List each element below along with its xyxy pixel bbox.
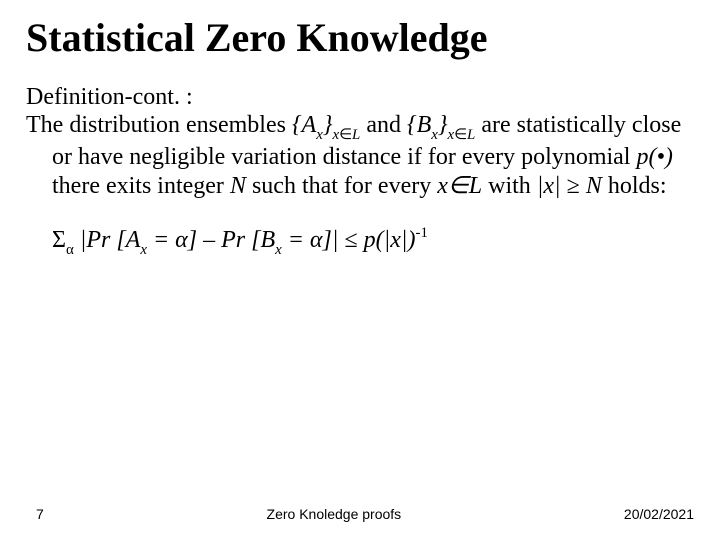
n-again: N xyxy=(586,173,602,199)
ensemble-a-idx-L: L xyxy=(352,127,360,143)
integer-n: N xyxy=(230,173,246,199)
definition-paragraph: The distribution ensembles {Ax}x∈L and {… xyxy=(26,111,694,200)
ensemble-a-open: {A xyxy=(292,112,316,138)
pr-a-eq-alpha: = α] xyxy=(147,227,197,253)
sigma-sub-alpha: α xyxy=(66,242,74,258)
para-rest2: there exits integer xyxy=(52,173,230,199)
formula: Σα |Pr [Ax = α] – Pr [Bx = α]| ≤ p(|x|)-… xyxy=(26,226,694,258)
footer-date: 20/02/2021 xyxy=(624,506,694,522)
footer-center-title: Zero Knoledge proofs xyxy=(267,506,402,522)
ensemble-b-sub-x: x xyxy=(431,127,438,143)
para-rest3: such that for every xyxy=(246,173,437,199)
leq-sign: ≤ xyxy=(338,227,363,253)
poly-p: p(•) xyxy=(636,144,672,170)
ensemble-a-sub-x: x xyxy=(316,127,323,143)
minus-sign: – xyxy=(197,227,221,253)
ensemble-a-idx-in: ∈ xyxy=(339,127,352,143)
geq-sign: ≥ xyxy=(561,173,586,199)
ensemble-b-open: {B xyxy=(407,112,431,138)
abs-x: |x| xyxy=(537,173,561,199)
slide-title: Statistical Zero Knowledge xyxy=(26,18,694,59)
pr-b-sub-x: x xyxy=(275,242,282,258)
ensemble-b-idx-in: ∈ xyxy=(454,127,467,143)
pr-a-sub-x: x xyxy=(140,242,147,258)
p-of-absx: p(|x|) xyxy=(364,227,416,253)
pr-a-open: |Pr [A xyxy=(74,227,141,253)
ensemble-b-idx-L: L xyxy=(467,127,475,143)
ensemble-a-close: } xyxy=(323,112,333,138)
para-lead: The distribution ensembles xyxy=(26,112,292,138)
slide: Statistical Zero Knowledge Definition-co… xyxy=(0,0,720,540)
and-word: and xyxy=(360,112,407,138)
x-in-l: x∈L xyxy=(437,173,482,199)
slide-footer: 7 Zero Knoledge proofs 20/02/2021 xyxy=(0,506,720,522)
exp-neg1: -1 xyxy=(415,225,427,241)
sigma-icon: Σ xyxy=(52,227,66,253)
ensemble-b-close: } xyxy=(438,112,448,138)
para-rest4: with xyxy=(482,173,537,199)
holds-text: holds: xyxy=(602,173,667,199)
definition-label: Definition-cont. : xyxy=(26,83,694,111)
footer-page-number: 7 xyxy=(36,506,44,522)
slide-body: Definition-cont. : The distribution ense… xyxy=(26,83,694,259)
pr-b-eq-alpha: = α]| xyxy=(282,227,339,253)
pr-b-open: Pr [B xyxy=(221,227,275,253)
